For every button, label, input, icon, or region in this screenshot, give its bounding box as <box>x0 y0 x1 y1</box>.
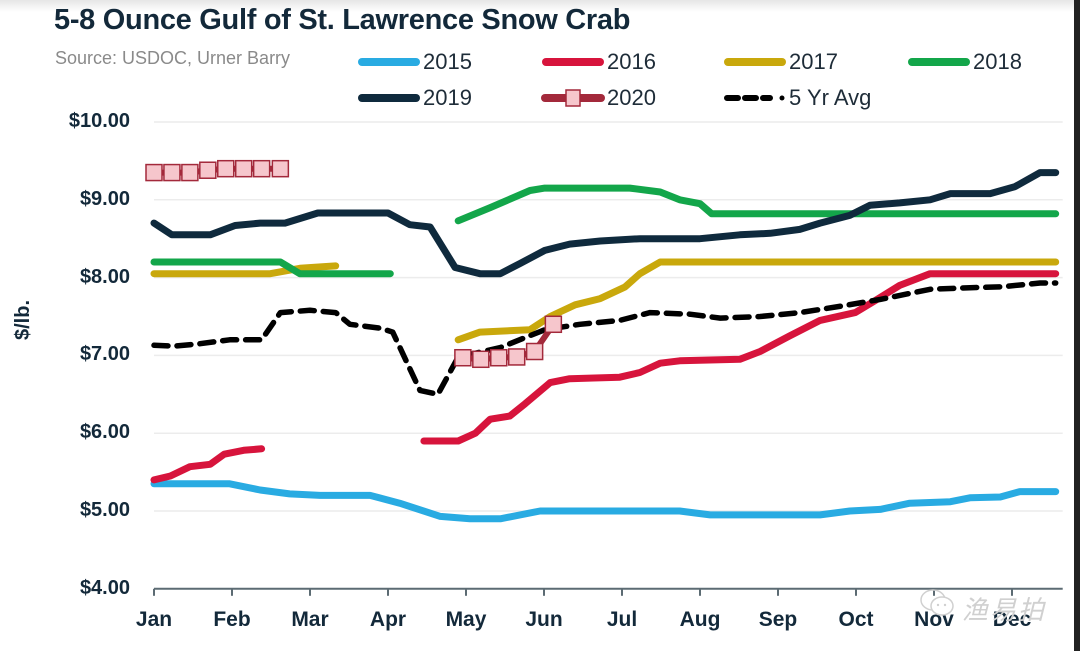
legend-label: 2017 <box>789 49 838 74</box>
series-2020-marker <box>217 159 235 178</box>
legend-item: 5 Yr Avg <box>722 85 872 110</box>
legend-swatch <box>356 86 422 110</box>
series-2019-line <box>150 169 1060 278</box>
legend-item: 2017 <box>722 49 838 74</box>
legend-swatch <box>722 86 788 110</box>
x-tick-label: Jan <box>135 608 173 631</box>
series-2017-line <box>454 258 1060 344</box>
legend-label: 2015 <box>423 49 472 74</box>
series-2018-line <box>150 258 394 278</box>
y-tick-label: $4.00 <box>79 576 130 599</box>
series-2020-marker <box>525 342 544 361</box>
series-2020-marker <box>199 161 217 179</box>
series-2020-marker <box>544 315 563 334</box>
x-tick-label: Aug <box>679 608 721 631</box>
series-2020-marker <box>181 163 199 182</box>
legend-swatch <box>356 50 422 74</box>
series-2020-marker <box>454 348 472 367</box>
series-2020-marker <box>472 350 490 369</box>
legend-swatch <box>540 50 606 74</box>
x-tick-label: Oct <box>838 608 874 631</box>
y-tick-label: $8.00 <box>79 265 130 288</box>
y-tick-label: $9.00 <box>79 187 130 210</box>
watermark-text: 渔易拍 <box>962 595 1047 625</box>
series-2020-marker <box>163 163 181 182</box>
series-2020-marker <box>252 159 271 178</box>
legend-swatch <box>906 50 972 74</box>
legend-swatch <box>722 50 788 74</box>
right-border <box>1074 0 1080 651</box>
y-tick-label: $7.00 <box>79 343 130 366</box>
series-2015-line <box>150 480 1060 523</box>
y-tick-label: $6.00 <box>79 421 130 444</box>
legend-label: 2020 <box>607 85 656 110</box>
legend-item: 2019 <box>356 85 472 110</box>
wechat-icon <box>920 589 954 616</box>
x-tick-label: Jul <box>606 608 638 631</box>
x-tick-label: Mar <box>291 608 329 631</box>
legend-label: 2016 <box>607 49 656 74</box>
series-2018-line <box>454 184 1060 225</box>
x-tick-label: Jun <box>525 608 563 631</box>
top-fade <box>0 0 1080 12</box>
series-2016-line <box>150 445 266 484</box>
legend-item: 2018 <box>906 49 1022 74</box>
series-5-yr-avg-line <box>151 280 1059 398</box>
legend-item: 2020 <box>540 85 656 110</box>
series-2020-marker <box>490 348 508 367</box>
x-tick-label: Feb <box>213 608 251 631</box>
series-2020-marker <box>145 163 163 182</box>
series-2016-line <box>420 270 1060 445</box>
y-tick-label: $10.00 <box>68 110 130 132</box>
x-tick-label: Apr <box>369 608 407 631</box>
chart-subtitle: Source: USDOC, Urner Barry <box>55 48 291 68</box>
legend-swatch <box>540 86 606 110</box>
y-tick-label: $5.00 <box>79 499 130 521</box>
series-2020-marker <box>234 159 253 178</box>
x-tick-label: Sep <box>758 608 798 631</box>
legend-item: 2016 <box>540 49 656 74</box>
x-tick-label: Dec <box>992 608 1032 631</box>
chart-title: 5-8 Ounce Gulf of St. Lawrence Snow Crab <box>54 4 631 36</box>
legend-label: 2018 <box>973 49 1022 74</box>
legend-label: 2019 <box>423 85 472 110</box>
series-2017-line <box>150 262 340 278</box>
series-2020-marker <box>507 348 526 366</box>
series-2020-marker <box>271 159 290 178</box>
legend-item: 2015 <box>356 49 472 74</box>
legend-label: 5 Yr Avg <box>789 85 872 110</box>
x-tick-label: May <box>445 608 487 631</box>
